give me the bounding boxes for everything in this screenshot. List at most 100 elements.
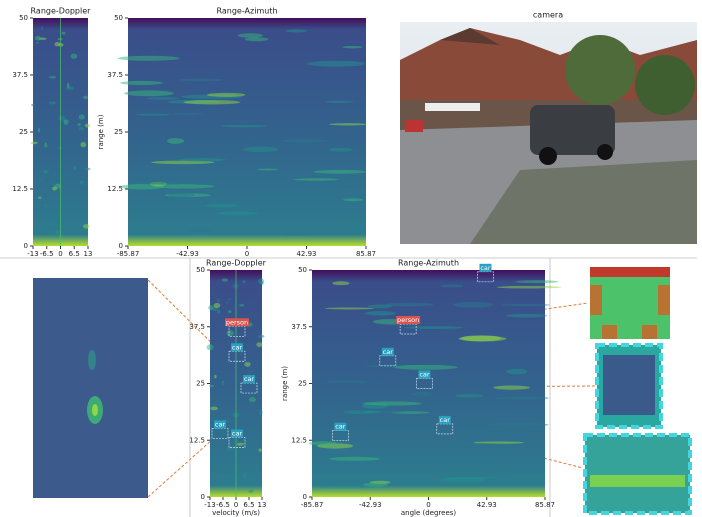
heatmap-texture [128,181,192,184]
heatmap-texture [217,310,221,314]
detection-label: car [232,430,243,438]
heatmap-texture [309,441,337,445]
heatmap-texture [226,301,229,303]
heatmap-texture [259,410,262,416]
heatmap-texture [363,483,388,487]
heatmap-texture [239,352,242,356]
heatmap-texture [83,224,89,229]
y-tick-label: 0 [201,493,205,501]
x-tick-label: 13 [84,250,93,258]
heatmap-texture [49,76,56,79]
heatmap-texture [404,326,464,329]
heatmap-texture [293,178,338,181]
heatmap-texture [220,125,267,127]
heatmap-texture [222,381,225,386]
heatmap-texture [497,286,562,289]
x-tick-label: -13 [204,501,215,509]
heatmap-texture [61,32,65,35]
y-tick-label: 37.5 [291,323,307,331]
heatmap-texture [118,56,180,61]
heatmap-texture [438,477,485,482]
heatmap-texture [53,172,57,178]
y-tick-label: 0 [24,242,28,250]
heatmap-texture [317,486,374,488]
heatmap-texture [282,139,329,143]
heatmap-texture [329,148,353,152]
heatmap-texture [506,369,527,375]
heatmap-texture [242,280,245,283]
heatmap-texture [365,311,396,316]
heatmap-texture [39,177,45,182]
heatmap-texture [71,53,78,58]
y-tick-label: 50 [19,14,28,22]
detection-label: car [440,416,451,424]
heatmap-texture [363,411,380,414]
heatmap-texture [280,232,313,235]
chart-title: Range-Doppler [206,259,267,268]
heatmap-texture [226,471,233,475]
heatmap-texture [207,344,214,350]
heatmap-texture [313,170,366,174]
heatmap-texture [363,401,422,405]
heatmap-texture [167,138,184,144]
heatmap-texture [178,158,226,161]
x-tick-label: 42.93 [477,501,497,509]
heatmap-texture [45,205,47,207]
x-tick-label: 42.93 [296,250,316,258]
y-tick-label: 0 [303,493,307,501]
heatmap-texture [217,211,258,215]
y-tick-label: 25 [114,128,123,136]
y-tick-label: 25 [196,380,205,388]
heatmap-texture [41,26,44,30]
detection-label: car [215,420,226,428]
heatmap-texture [83,96,88,100]
heatmap-texture [452,443,503,446]
thumbnails [585,267,690,513]
heatmap-texture [248,370,255,372]
chart-title: Range-Doppler [31,7,92,16]
heatmap-texture [307,61,365,67]
heatmap-texture [501,304,551,306]
detection-label: car [244,375,255,383]
heatmap-texture [325,307,374,309]
camera-image [400,22,697,244]
figure: camera Range-Doppler-13-6.506.513012.525… [0,0,702,517]
heatmap-texture [85,124,91,128]
x-tick-label: 6.5 [69,250,80,258]
y-axis-label: range (m) [97,114,105,149]
heatmap-texture [209,385,214,387]
heatmap-texture [506,314,547,318]
x-axis-label: velocity (m/s) [212,509,260,517]
detection-label: person [226,318,248,326]
y-tick-label: 12.5 [189,436,205,444]
camera-title: camera [533,11,563,20]
heatmap-texture [342,46,362,49]
chart-title: Range-Azimuth [398,259,459,268]
heatmap-texture [214,375,216,379]
heatmap-texture [329,457,380,461]
heatmap-texture [168,192,194,197]
heatmap-texture [239,304,244,306]
y-tick-label: 50 [196,266,205,274]
y-tick-label: 50 [298,266,307,274]
heatmap-texture [249,489,254,493]
detection-label: car [383,348,394,356]
heatmap-texture [147,97,179,99]
heatmap-texture [35,36,41,41]
x-tick-label: -13 [27,250,38,258]
heatmap-texture [216,298,220,302]
heatmap-texture [461,335,501,341]
y-tick-label: 0 [119,242,123,250]
heatmap-texture [325,101,353,103]
heatmap-texture [183,100,240,104]
heatmap-texture [329,123,367,125]
heatmap-texture [487,423,549,426]
y-tick-label: 25 [19,128,28,136]
chart-title: Range-Azimuth [216,7,277,16]
heatmap-texture [31,142,38,145]
heatmap-texture [38,128,40,133]
heatmap-texture [77,123,81,126]
heatmap-texture [31,104,36,106]
heatmap-texture [453,302,494,308]
heatmap-texture [455,394,483,397]
